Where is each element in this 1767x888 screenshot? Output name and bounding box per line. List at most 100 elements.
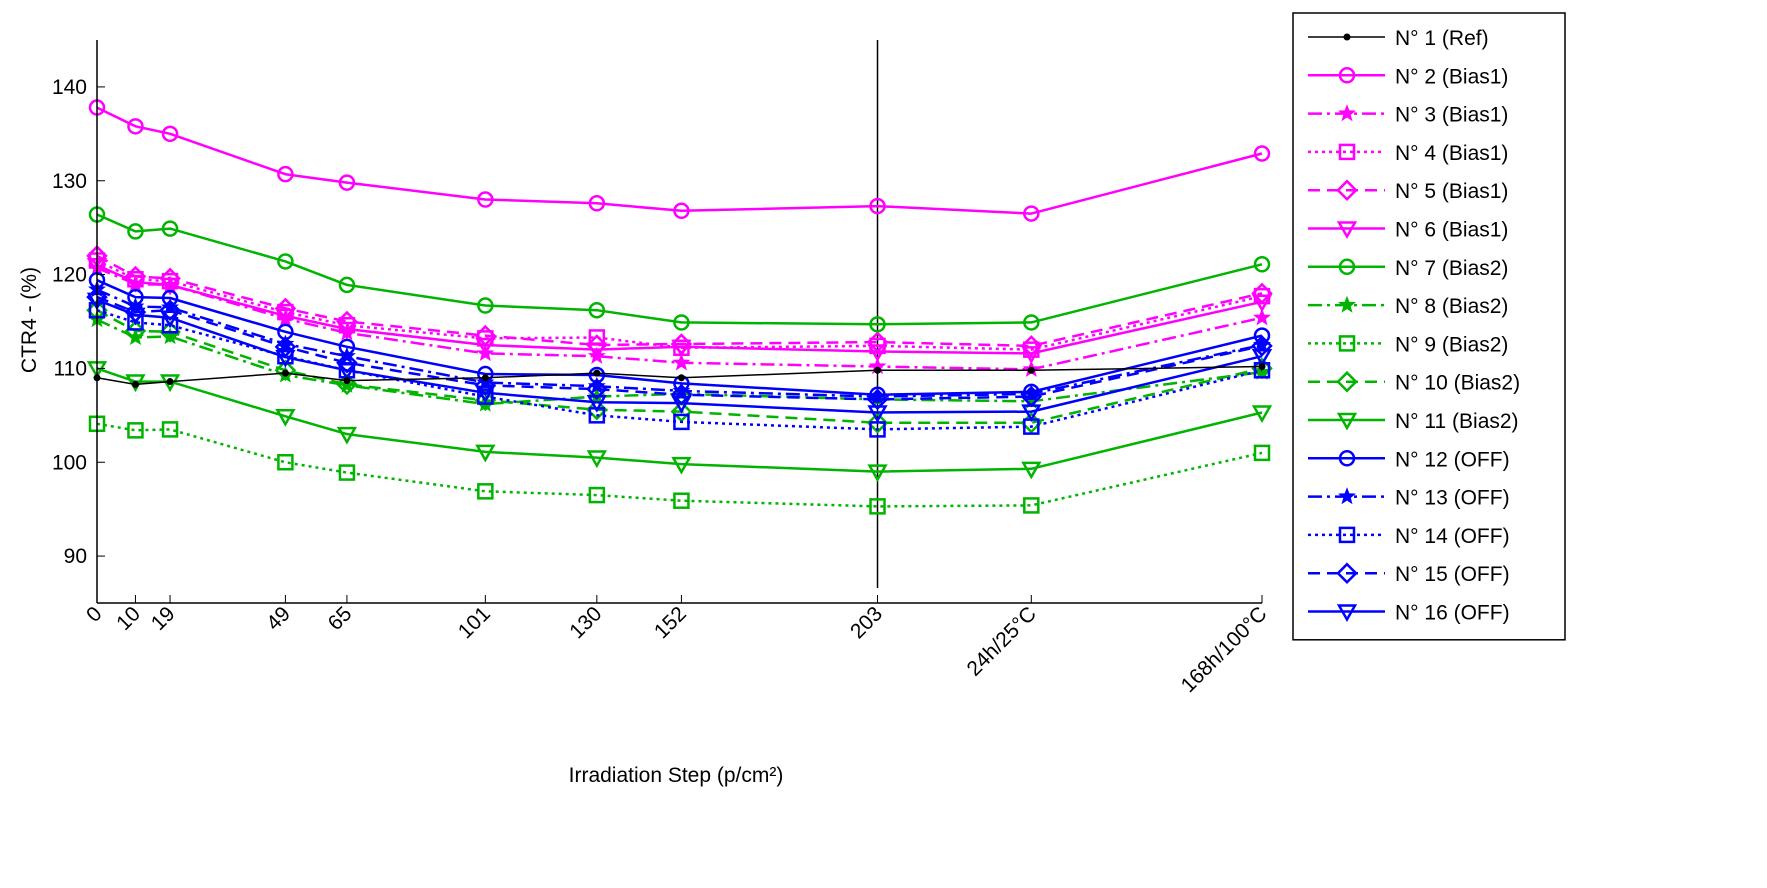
- legend-item: N° 10 (Bias2): [1308, 370, 1520, 395]
- y-tick-label: 90: [64, 545, 87, 568]
- data-point: [1258, 363, 1266, 371]
- data-point: [474, 374, 497, 397]
- data-point: [1251, 294, 1273, 313]
- legend-marker: [1336, 370, 1358, 393]
- data-point: [275, 308, 296, 327]
- legend-item: N° 11 (Bias2): [1308, 410, 1519, 433]
- data-point: [281, 369, 289, 377]
- legend-label: N° 5 (Bias1): [1395, 180, 1508, 203]
- legend-label: N° 8 (Bias2): [1395, 295, 1508, 318]
- data-point: [477, 297, 494, 314]
- legend-item: N° 16 (OFF): [1308, 602, 1510, 625]
- data-point: [671, 339, 692, 358]
- legend-marker: [1338, 104, 1356, 122]
- data-point: [670, 400, 693, 423]
- legend-label: N° 10 (Bias2): [1395, 372, 1520, 395]
- data-point: [127, 118, 144, 135]
- data-point: [127, 223, 144, 240]
- data-point: [673, 202, 690, 220]
- data-point: [588, 486, 606, 504]
- data-point: [586, 398, 608, 421]
- data-point: [586, 394, 607, 413]
- legend-label: N° 2 (Bias1): [1395, 65, 1508, 88]
- data-point: [587, 376, 606, 394]
- data-point: [159, 299, 181, 322]
- data-point: [159, 277, 181, 296]
- legend-marker: [1343, 33, 1351, 41]
- data-point: [671, 456, 692, 475]
- series-line: [96, 367, 1263, 473]
- series-9: [88, 415, 1271, 515]
- data-point: [866, 388, 889, 411]
- data-point: [338, 174, 356, 191]
- data-point: [869, 498, 886, 515]
- data-point: [274, 359, 297, 382]
- series-11: [86, 361, 1273, 483]
- legend-marker: [1336, 179, 1358, 201]
- legend-label: N° 4 (Bias1): [1395, 142, 1508, 165]
- data-point: [481, 374, 489, 382]
- data-point: [867, 405, 888, 424]
- data-point: [1253, 145, 1271, 162]
- series-2: [88, 99, 1271, 222]
- data-point: [275, 409, 296, 427]
- data-point: [124, 265, 147, 288]
- data-point: [1022, 384, 1041, 402]
- data-point: [336, 352, 358, 374]
- data-point: [866, 412, 889, 434]
- data-point: [1253, 256, 1271, 273]
- legend-label: N° 1 (Ref): [1395, 27, 1489, 50]
- legend-marker: [1336, 604, 1358, 623]
- legend-marker: [1338, 526, 1356, 544]
- data-point: [1020, 335, 1043, 357]
- data-point: [1251, 405, 1273, 424]
- data-point: [1021, 404, 1042, 423]
- data-point: [277, 454, 294, 471]
- data-point: [477, 388, 494, 405]
- data-point: [274, 297, 297, 320]
- legend-marker: [1338, 258, 1356, 276]
- legend-marker: [1338, 143, 1356, 161]
- series-line: [96, 106, 1263, 215]
- legend-marker: [1336, 562, 1358, 584]
- data-point: [159, 310, 181, 329]
- data-point: [338, 276, 356, 294]
- data-point: [586, 334, 608, 356]
- legend: N° 1 (Ref) N° 2 (Bias1) N° 3 (Bias1) N° 4 (…: [1292, 12, 1566, 641]
- data-point: [867, 344, 888, 363]
- series-6: [86, 257, 1273, 364]
- data-point: [336, 321, 358, 340]
- series-line: [96, 259, 1263, 351]
- legend-label: N° 11 (Bias2): [1395, 410, 1519, 433]
- data-point: [593, 369, 601, 377]
- data-point: [588, 195, 606, 212]
- series-15: [86, 286, 1273, 411]
- data-point: [338, 464, 356, 481]
- data-point: [1023, 205, 1040, 222]
- legend-label: N° 16 (OFF): [1395, 602, 1510, 625]
- series-line: [96, 298, 1263, 414]
- legend-item: N° 5 (Bias1): [1308, 179, 1508, 203]
- legend-item: N° 15 (OFF): [1308, 562, 1510, 586]
- legend-label: N° 14 (OFF): [1395, 525, 1510, 548]
- legend-marker: [1338, 67, 1356, 84]
- y-tick-label: 120: [52, 264, 87, 287]
- data-point: [673, 314, 690, 331]
- legend-item: N° 9 (Bias2): [1308, 333, 1508, 356]
- data-point: [475, 385, 496, 404]
- series-line: [96, 288, 1263, 398]
- data-point: [586, 378, 608, 400]
- y-axis-label: CTR4 - (%): [18, 267, 41, 373]
- legend-item: N° 12 (OFF): [1308, 448, 1510, 471]
- data-point: [336, 426, 358, 445]
- y-tick-label: 140: [52, 76, 87, 99]
- data-point: [131, 380, 139, 388]
- data-point: [588, 301, 606, 319]
- data-point: [874, 366, 882, 374]
- data-point: [477, 483, 494, 500]
- legend-marker: [1336, 412, 1358, 431]
- data-point: [275, 349, 296, 368]
- series-1: [93, 363, 1266, 388]
- data-point: [869, 316, 886, 333]
- data-point: [586, 342, 607, 361]
